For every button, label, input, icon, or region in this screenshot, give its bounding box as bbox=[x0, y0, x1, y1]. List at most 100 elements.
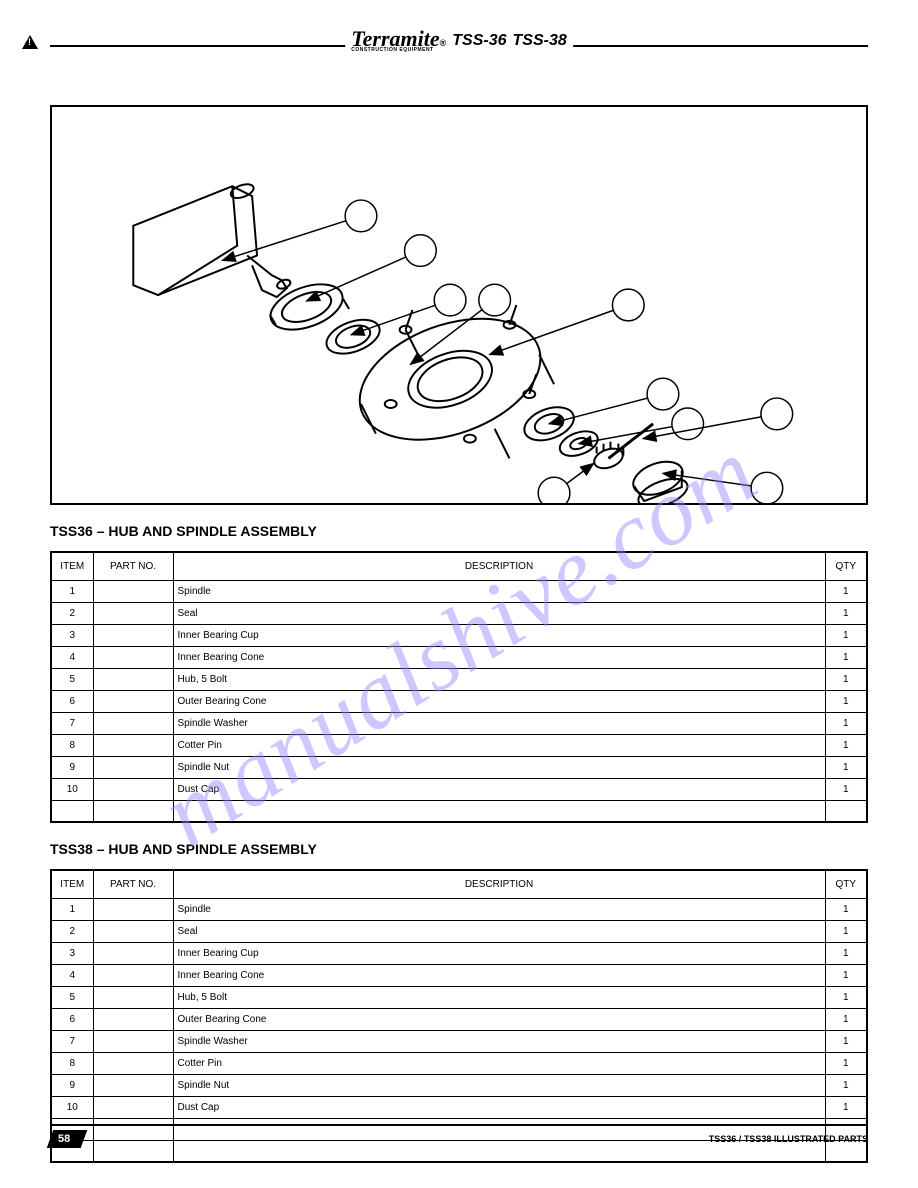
parts-table-tss36: ITEMPART NO.DESCRIPTIONQTY 1Spindle12Sea… bbox=[50, 551, 868, 823]
table-cell: 9 bbox=[51, 756, 93, 778]
table-cell: 3 bbox=[51, 624, 93, 646]
table-row: 7Spindle Washer1 bbox=[51, 712, 867, 734]
table-row: 4 Inner Bearing Cone1 bbox=[51, 646, 867, 668]
table-cell bbox=[93, 898, 173, 920]
callout-bubble bbox=[405, 235, 437, 267]
table-cell: Inner Bearing Cup bbox=[173, 942, 825, 964]
table-cell bbox=[93, 778, 173, 800]
hub-assembly-drawing bbox=[133, 182, 691, 503]
table-cell: Dust Cap bbox=[173, 778, 825, 800]
table-cell: 2 bbox=[51, 920, 93, 942]
page-number: 58 bbox=[58, 1133, 70, 1145]
table-cell bbox=[173, 800, 825, 822]
brand-sub: CONSTRUCTION EQUIPMENT bbox=[351, 47, 446, 53]
table-cell: 1 bbox=[825, 668, 867, 690]
table-row: 2Seal1 bbox=[51, 602, 867, 624]
table-cell: Spindle bbox=[173, 898, 825, 920]
table-row: 1Spindle1 bbox=[51, 898, 867, 920]
table-cell: 6 bbox=[51, 1008, 93, 1030]
table-cell bbox=[93, 800, 173, 822]
table-cell: 1 bbox=[825, 690, 867, 712]
table-cell bbox=[93, 624, 173, 646]
table-cell bbox=[51, 800, 93, 822]
table-cell: Hub, 5 Bolt bbox=[173, 986, 825, 1008]
callout-bubble bbox=[751, 472, 783, 503]
col-header: DESCRIPTION bbox=[173, 870, 825, 898]
table-cell: 1 bbox=[825, 602, 867, 624]
col-header: PART NO. bbox=[93, 552, 173, 580]
table-cell: 9 bbox=[51, 1074, 93, 1096]
table-row: 3Inner Bearing Cup1 bbox=[51, 942, 867, 964]
callout-bubble bbox=[672, 408, 704, 440]
table-cell: 1 bbox=[825, 1008, 867, 1030]
callout-bubble bbox=[538, 477, 570, 503]
table-cell: 8 bbox=[51, 734, 93, 756]
table-cell: 1 bbox=[825, 734, 867, 756]
table-cell: 1 bbox=[825, 964, 867, 986]
table-cell bbox=[93, 1008, 173, 1030]
col-header: DESCRIPTION bbox=[173, 552, 825, 580]
table-cell: Inner Bearing Cup bbox=[173, 624, 825, 646]
table-cell bbox=[93, 964, 173, 986]
table-cell: 5 bbox=[51, 986, 93, 1008]
col-header: PART NO. bbox=[93, 870, 173, 898]
table-cell bbox=[93, 580, 173, 602]
table-cell bbox=[93, 756, 173, 778]
table-row: 10 Dust Cap1 bbox=[51, 1096, 867, 1118]
table-cell bbox=[93, 1030, 173, 1052]
table-cell: 1 bbox=[825, 920, 867, 942]
table-cell: Spindle Nut bbox=[173, 756, 825, 778]
table-row: 7Spindle Washer1 bbox=[51, 1030, 867, 1052]
table-cell: Hub, 5 Bolt bbox=[173, 668, 825, 690]
table-cell: 1 bbox=[825, 1030, 867, 1052]
diagram-svg bbox=[52, 107, 866, 503]
table-cell: 8 bbox=[51, 1052, 93, 1074]
table-cell: 1 bbox=[825, 942, 867, 964]
table-cell: 1 bbox=[51, 898, 93, 920]
col-header: ITEM bbox=[51, 870, 93, 898]
callout-bubble bbox=[761, 398, 793, 430]
table-row: 4Inner Bearing Cone1 bbox=[51, 964, 867, 986]
table-cell bbox=[93, 942, 173, 964]
table-cell bbox=[93, 602, 173, 624]
table-cell: Spindle Nut bbox=[173, 1074, 825, 1096]
callout-bubble bbox=[434, 284, 466, 316]
exploded-diagram bbox=[50, 105, 868, 505]
table-cell: 10 bbox=[51, 778, 93, 800]
table-cell: 1 bbox=[825, 898, 867, 920]
table-cell: 4 bbox=[51, 646, 93, 668]
table-cell: Outer Bearing Cone bbox=[173, 1008, 825, 1030]
table-row: 8Cotter Pin1 bbox=[51, 734, 867, 756]
table-cell: 1 bbox=[825, 646, 867, 668]
page-footer: 58 TSS36 / TSS38 ILLUSTRATED PARTS bbox=[50, 1124, 868, 1148]
warning-icon bbox=[22, 35, 38, 49]
table-row: 6 Outer Bearing Cone1 bbox=[51, 1008, 867, 1030]
page-number-badge: 58 bbox=[47, 1130, 88, 1148]
table-cell: 10 bbox=[51, 1096, 93, 1118]
table-row bbox=[51, 800, 867, 822]
table-row: 2Seal1 bbox=[51, 920, 867, 942]
callout-bubble bbox=[345, 200, 377, 232]
table-cell: 1 bbox=[825, 624, 867, 646]
table-cell: 1 bbox=[825, 1096, 867, 1118]
table-row: 1Spindle1 bbox=[51, 580, 867, 602]
table-row: 10Dust Cap1 bbox=[51, 778, 867, 800]
table-cell: Dust Cap bbox=[173, 1096, 825, 1118]
table-cell bbox=[93, 712, 173, 734]
table-cell: Inner Bearing Cone bbox=[173, 646, 825, 668]
table-cell bbox=[93, 1096, 173, 1118]
table-cell: 4 bbox=[51, 964, 93, 986]
col-header: QTY bbox=[825, 870, 867, 898]
table-cell: 7 bbox=[51, 1030, 93, 1052]
table-row: 8Cotter Pin1 bbox=[51, 1052, 867, 1074]
table-cell: 1 bbox=[825, 1074, 867, 1096]
table-cell: Spindle Washer bbox=[173, 712, 825, 734]
table2-title: TSS38 – HUB AND SPINDLE ASSEMBLY bbox=[50, 841, 868, 857]
callout-bubble bbox=[612, 289, 644, 321]
table1-title: TSS36 – HUB AND SPINDLE ASSEMBLY bbox=[50, 523, 868, 539]
table-cell bbox=[93, 1074, 173, 1096]
table-cell bbox=[93, 986, 173, 1008]
table-cell: 1 bbox=[825, 712, 867, 734]
callout-bubble bbox=[479, 284, 511, 316]
table-cell bbox=[93, 646, 173, 668]
